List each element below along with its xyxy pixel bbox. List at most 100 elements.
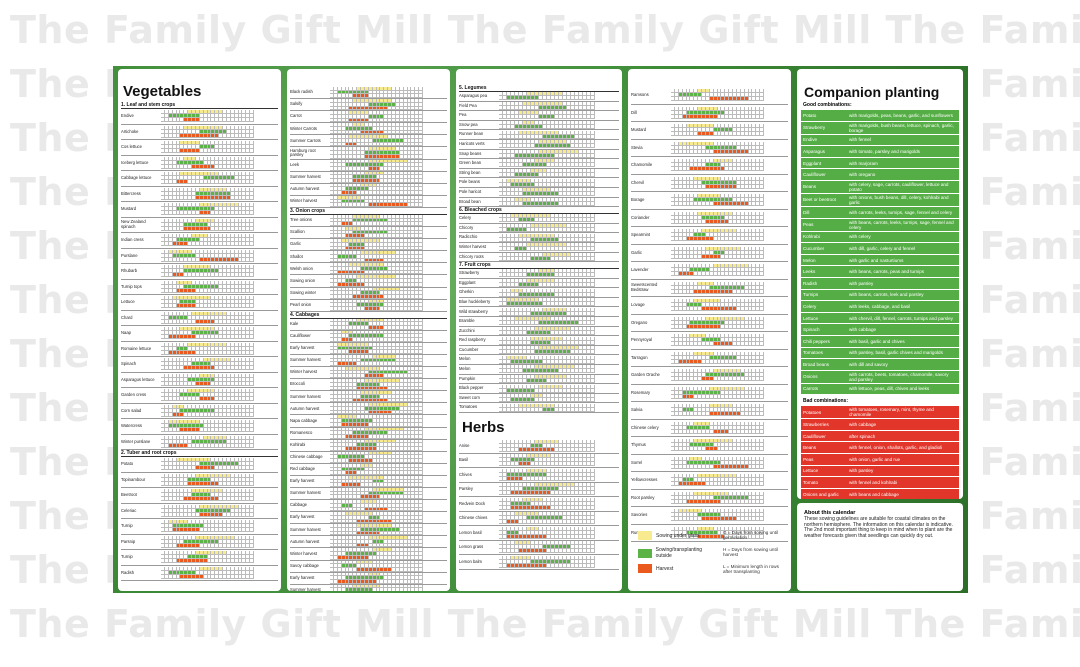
plant-name: Potato	[803, 112, 817, 118]
crop-name: Pole haricot	[459, 188, 482, 194]
crop-row: Romaine lettuce	[121, 342, 278, 357]
good-combination-row: Peas with beans, carrots, leeks, turnips,…	[801, 218, 959, 232]
crop-name: Summer harvest	[290, 526, 321, 532]
crop-name: Chives	[459, 471, 472, 477]
month-grid	[671, 332, 764, 349]
crop-stats	[423, 548, 447, 559]
crop-stats	[595, 188, 619, 197]
crop-row: Chinese chives	[459, 512, 619, 526]
combination-text: with leeks, cabbage, and basil	[849, 303, 911, 309]
crop-stats	[764, 385, 788, 402]
crop-name: Root parsley	[631, 494, 655, 500]
combination-text: with beans, carrots, leek and parsley	[849, 292, 924, 298]
crop-name: Iceberg lettuce	[121, 159, 149, 165]
crop-stats	[254, 550, 278, 565]
combination-text: with dill and savory	[849, 361, 888, 367]
plant-name: Tomato	[803, 480, 819, 486]
crop-stats	[254, 326, 278, 341]
combination-text: with fennel	[849, 137, 871, 143]
crop-name: Early harvest	[290, 478, 315, 484]
month-grid	[330, 584, 423, 591]
crop-stats	[254, 388, 278, 403]
month-grid	[671, 192, 764, 209]
crop-stats	[595, 92, 619, 101]
crop-stats	[595, 483, 619, 497]
companion-panel: Companion planting Good combinations: Po…	[797, 69, 963, 499]
onion-cabbage-crop-list: Black radish Salsify Carrot Winter Carrots S…	[287, 87, 450, 591]
month-grid	[161, 535, 254, 550]
crop-stats	[595, 346, 619, 355]
month-grid	[671, 87, 764, 104]
crop-stats	[764, 87, 788, 104]
good-combinations-list: Potato with marigolds, peas, beans, garli…	[797, 110, 963, 396]
crop-name: Celeriac	[121, 507, 137, 513]
crop-stats	[595, 288, 619, 297]
combination-text: with parsley	[849, 280, 874, 286]
crop-name: Lemon basil	[459, 529, 482, 535]
crop-row: Pearl onion	[290, 299, 447, 312]
combination-text: with dill, garlic, celery and fennel	[849, 245, 916, 251]
plant-name: Endive	[803, 137, 818, 143]
crop-name: Chard	[121, 314, 133, 320]
crop-row: Green bean	[459, 159, 619, 169]
good-combination-row: Eggplant with marjoram	[801, 157, 959, 170]
crop-row: Potato	[121, 457, 278, 473]
month-grid	[671, 472, 764, 489]
month-grid	[671, 315, 764, 332]
vegetables-crop-list: 1. Leaf and stem crops Endive Artichoke Cos…	[118, 102, 281, 581]
crop-name: Chinese celery	[631, 424, 659, 430]
month-grid	[671, 105, 764, 122]
crop-row: Lemon grass	[459, 541, 619, 555]
crop-row: Napa cabbage	[290, 415, 447, 428]
crop-stats	[423, 452, 447, 463]
month-grid	[671, 490, 764, 507]
crop-stats	[595, 130, 619, 139]
crop-stats	[423, 343, 447, 354]
crop-stats	[254, 419, 278, 434]
crop-row: Mustard	[121, 202, 278, 218]
crop-name: Chervil	[631, 179, 645, 185]
crop-stats	[764, 157, 788, 174]
crop-name: Rosemary	[631, 389, 651, 395]
crop-name: Blue huckleberry	[459, 298, 491, 304]
crop-row: Kale	[290, 318, 447, 331]
crop-row: Topinambour	[121, 473, 278, 488]
month-grid	[499, 365, 595, 374]
crop-name: Red cabbage	[290, 466, 315, 472]
crop-row: Winter harvest	[290, 367, 447, 380]
section-heading: 3. Onion crops	[290, 208, 447, 215]
crop-name: Beetroot	[121, 492, 137, 497]
crop-stats	[423, 123, 447, 134]
crop-name: Anise	[459, 442, 470, 448]
good-combination-row: Onions with carrots, beets, tomatoes, cha…	[801, 370, 959, 384]
month-grid	[161, 388, 254, 403]
crop-row: Lemon balm	[459, 555, 619, 570]
month-grid	[671, 157, 764, 174]
crop-stats	[254, 140, 278, 155]
month-grid	[330, 183, 423, 195]
good-combination-row: Asparagus with tomato, parsley and marigo…	[801, 146, 959, 158]
combination-text: with tomatoes, rosemary, mint, thyme and…	[849, 407, 934, 418]
crop-name: Lemon balm	[459, 558, 483, 564]
crop-name: Cos lettuce	[121, 144, 142, 149]
month-grid	[161, 295, 254, 310]
crop-name: Eggplant	[459, 279, 476, 285]
plant-name: Beet or beetroot	[803, 197, 836, 203]
crop-stats	[254, 342, 278, 357]
crop-stats	[254, 264, 278, 279]
crop-stats	[423, 251, 447, 262]
combination-text: after spinach	[849, 433, 876, 439]
month-grid	[499, 483, 595, 497]
legend-label-sowing-glass: Sowing under glass	[656, 532, 700, 539]
herbs-title: Herbs	[462, 419, 505, 436]
combination-text: with basil, garlic and chives	[849, 338, 905, 344]
crop-stats	[254, 435, 278, 450]
crop-name: Corn salad	[121, 407, 142, 413]
crop-name: Spearmint	[631, 232, 651, 237]
crop-stats	[423, 440, 447, 451]
crop-name: Pumpkin	[459, 375, 476, 381]
good-combination-row: Strawberry with marigolds, bush beans, le…	[801, 121, 959, 135]
crop-name: Strawberry	[459, 270, 480, 276]
plant-name: Melon	[803, 257, 816, 263]
month-grid	[330, 379, 423, 391]
